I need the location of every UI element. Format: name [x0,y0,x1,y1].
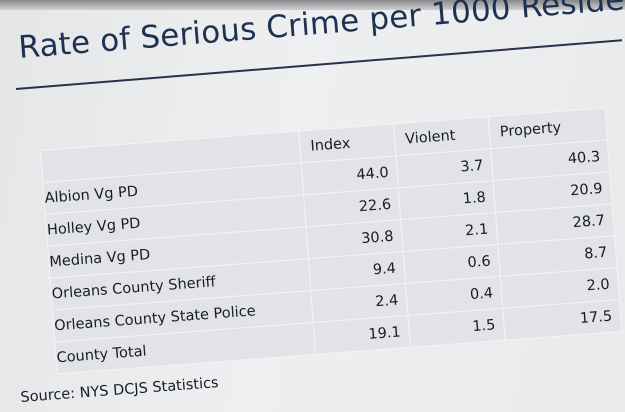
slide-top-edge [0,0,625,10]
source-note: Source: NYS DCJS Statistics [20,375,220,406]
index-value: 19.1 [313,315,411,355]
crime-rate-table: Index Violent Property Albion Vg PD 44.0… [40,107,623,375]
violent-value: 1.5 [407,308,506,348]
table-container: Index Violent Property Albion Vg PD 44.0… [40,107,623,375]
